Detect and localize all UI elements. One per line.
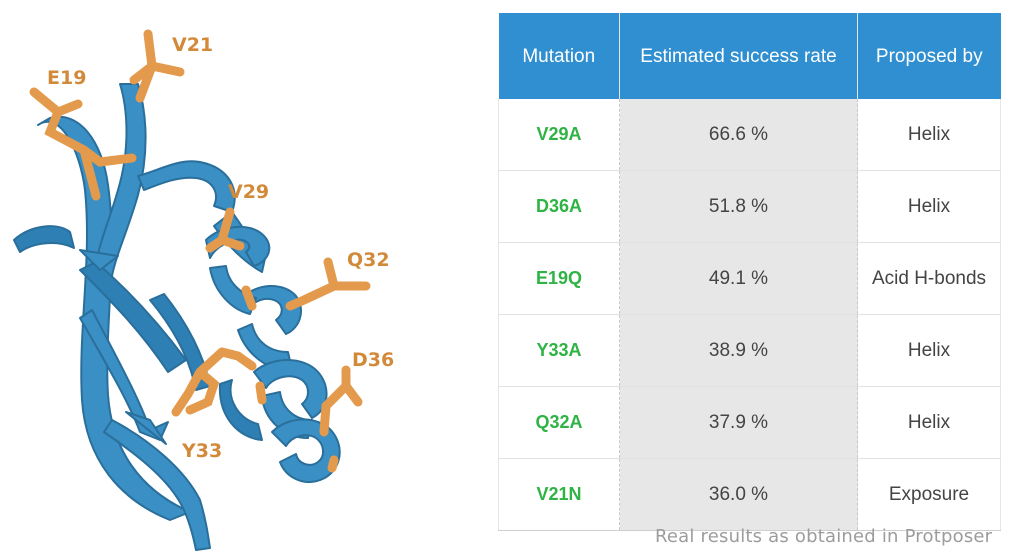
proposed-by-cell: Exposure (857, 458, 1001, 531)
residue-label-v29: V29 (228, 181, 269, 203)
rate-cell: 36.0 % (619, 458, 858, 531)
header-success-rate: Estimated success rate (619, 13, 858, 99)
side-chains (29, 29, 371, 473)
table-row: V29A 66.6 % Helix (498, 99, 1001, 171)
source-caption: Real results as obtained in Protposer (655, 526, 993, 547)
proposed-by-cell: Acid H-bonds (857, 242, 1001, 315)
table-row: E19Q 49.1 % Acid H-bonds (498, 242, 1001, 315)
rate-cell: 49.1 % (619, 242, 858, 315)
residue-label-y33: Y33 (181, 440, 222, 462)
mutation-cell: Y33A (498, 314, 620, 387)
header-mutation: Mutation (498, 13, 620, 99)
table-header-row: Mutation Estimated success rate Proposed… (498, 13, 1001, 99)
proposed-by-cell: Helix (857, 314, 1001, 387)
residue-label-d36: D36 (352, 349, 394, 371)
proposed-by-cell: Helix (857, 386, 1001, 459)
table-row: Q32A 37.9 % Helix (498, 386, 1001, 459)
mutation-results-table: Mutation Estimated success rate Proposed… (498, 13, 1001, 531)
proposed-by-cell: Helix (857, 170, 1001, 243)
mutation-cell: E19Q (498, 242, 620, 315)
table-row: V21N 36.0 % Exposure (498, 458, 1001, 531)
mutation-cell: V29A (498, 99, 620, 171)
mutation-cell: D36A (498, 170, 620, 243)
rate-cell: 51.8 % (619, 170, 858, 243)
mutation-cell: V21N (498, 458, 620, 531)
mutation-cell: Q32A (498, 386, 620, 459)
residue-label-q32: Q32 (347, 249, 390, 271)
residue-label-v21: V21 (172, 34, 213, 56)
proposed-by-cell: Helix (857, 99, 1001, 171)
table-row: Y33A 38.9 % Helix (498, 314, 1001, 387)
protein-structure: V21 E19 V29 Q32 D36 Y33 (13, 29, 394, 551)
table-row: D36A 51.8 % Helix (498, 170, 1001, 243)
rate-cell: 66.6 % (619, 99, 858, 171)
header-proposed-by: Proposed by (875, 45, 983, 67)
rate-cell: 37.9 % (619, 386, 858, 459)
rate-cell: 38.9 % (619, 314, 858, 387)
beta-sheet (13, 83, 211, 551)
residue-label-e19: E19 (47, 67, 86, 89)
